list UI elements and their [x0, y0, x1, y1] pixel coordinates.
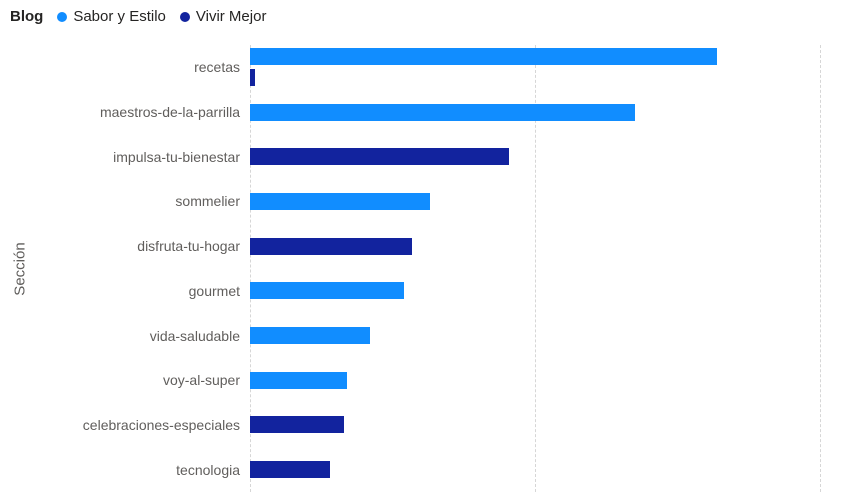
- chart-bar[interactable]: [250, 192, 430, 210]
- chart-bar[interactable]: [250, 371, 347, 389]
- category-label: recetas: [194, 59, 240, 76]
- chart-bar[interactable]: [250, 416, 345, 434]
- category-label: gourmet: [188, 282, 240, 299]
- legend-dot-icon: [179, 11, 190, 22]
- category-row: [250, 447, 820, 492]
- legend-item-label: Sabor y Estilo: [73, 8, 166, 25]
- bar-chart: Sección recetas maestros-de-la-parrilla im…: [0, 45, 860, 492]
- chart-bar[interactable]: [250, 237, 413, 255]
- category-row: [250, 269, 820, 314]
- y-axis-category-labels: recetas maestros-de-la-parrilla impulsa-tu…: [40, 45, 250, 492]
- legend-item-label: Vivir Mejor: [195, 8, 267, 25]
- chart-bar[interactable]: [250, 48, 718, 66]
- category-row: [250, 90, 820, 135]
- chart-bar[interactable]: [250, 103, 635, 121]
- legend: Blog Sabor y Estilo Vivir Mejor: [10, 8, 266, 25]
- category-label: maestros-de-la-parrilla: [99, 104, 240, 121]
- bar-rows: [250, 45, 820, 492]
- category-label: tecnologia: [176, 461, 240, 478]
- category-row: [250, 45, 820, 90]
- category-label: vida-saludable: [149, 327, 240, 344]
- chart-bar[interactable]: [250, 282, 404, 300]
- legend-title: Blog: [10, 8, 44, 25]
- chart-bar[interactable]: [250, 148, 510, 166]
- legend-item-sabor-y-estilo[interactable]: Sabor y Estilo: [57, 8, 166, 25]
- plot-area: [250, 45, 821, 492]
- gridline: [820, 45, 821, 492]
- category-label: impulsa-tu-bienestar: [113, 148, 240, 165]
- y-axis-title: Sección: [11, 241, 29, 296]
- chart-bar[interactable]: [250, 69, 255, 87]
- category-row: [250, 224, 820, 269]
- category-row: [250, 358, 820, 403]
- category-label: disfruta-tu-hogar: [137, 238, 240, 255]
- legend-dot-icon: [57, 11, 68, 22]
- category-label: sommelier: [175, 193, 240, 210]
- category-row: [250, 403, 820, 448]
- category-row: [250, 179, 820, 224]
- chart-bar[interactable]: [250, 327, 370, 345]
- chart-bar[interactable]: [250, 461, 330, 479]
- category-label: voy-al-super: [162, 372, 240, 389]
- gridline: [250, 45, 251, 492]
- gridline-layer: [250, 45, 821, 492]
- category-label: celebraciones-especiales: [82, 416, 240, 433]
- category-row: [250, 134, 820, 179]
- legend-item-vivir-mejor[interactable]: Vivir Mejor: [179, 8, 267, 25]
- category-row: [250, 313, 820, 358]
- gridline: [535, 45, 536, 492]
